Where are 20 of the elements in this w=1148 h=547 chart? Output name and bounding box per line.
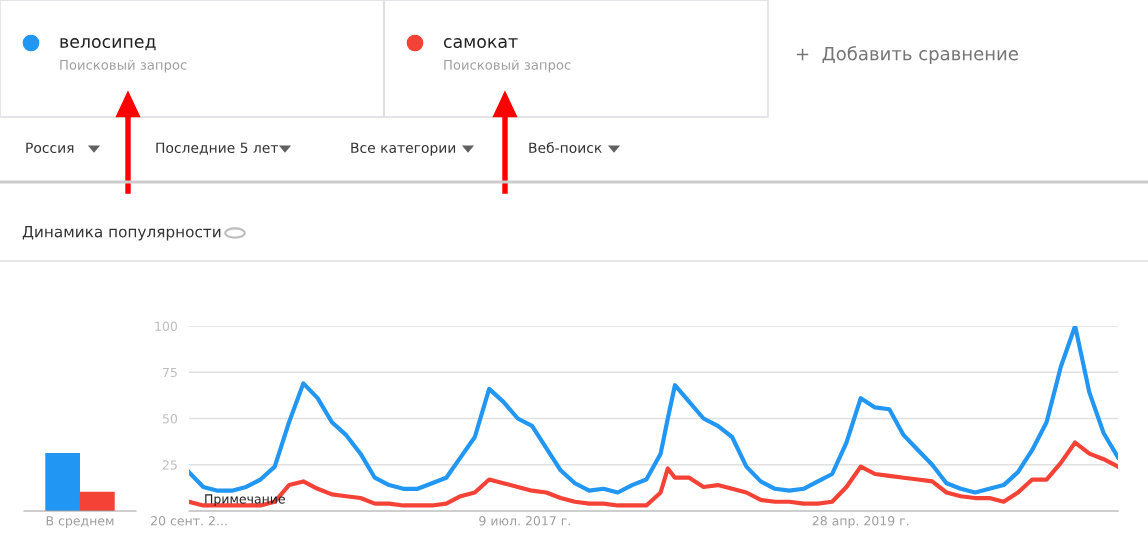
legend-label: велосипед <box>60 38 156 51</box>
line-series <box>189 440 1118 508</box>
y-tick-label: 50 <box>162 413 178 424</box>
x-tick-label: 28 апр. 2019 г. <box>812 516 909 528</box>
legend-label: самокат <box>443 38 518 49</box>
x-tick-label: 20 сент. 2... <box>151 516 227 526</box>
x-tick-label: В среднем <box>46 516 114 528</box>
text: Россия <box>26 142 74 154</box>
y-tick-label: 75 <box>163 367 177 378</box>
text: Последние 5 лет <box>156 142 279 155</box>
chart-title: Динамика популярности <box>22 226 221 241</box>
line-series <box>189 326 1118 495</box>
text: Веб-поиск <box>529 142 602 154</box>
text: Поисковый запрос <box>60 59 187 73</box>
y-tick-label: 25 <box>162 460 177 470</box>
text: Поисковый запрос <box>444 59 571 73</box>
y-tick-label: 100 <box>155 321 178 331</box>
x-tick-label: 9 июл. 2017 г. <box>479 516 570 526</box>
text: + Добавить сравнение <box>796 46 1018 64</box>
text: Все категории <box>351 142 456 156</box>
